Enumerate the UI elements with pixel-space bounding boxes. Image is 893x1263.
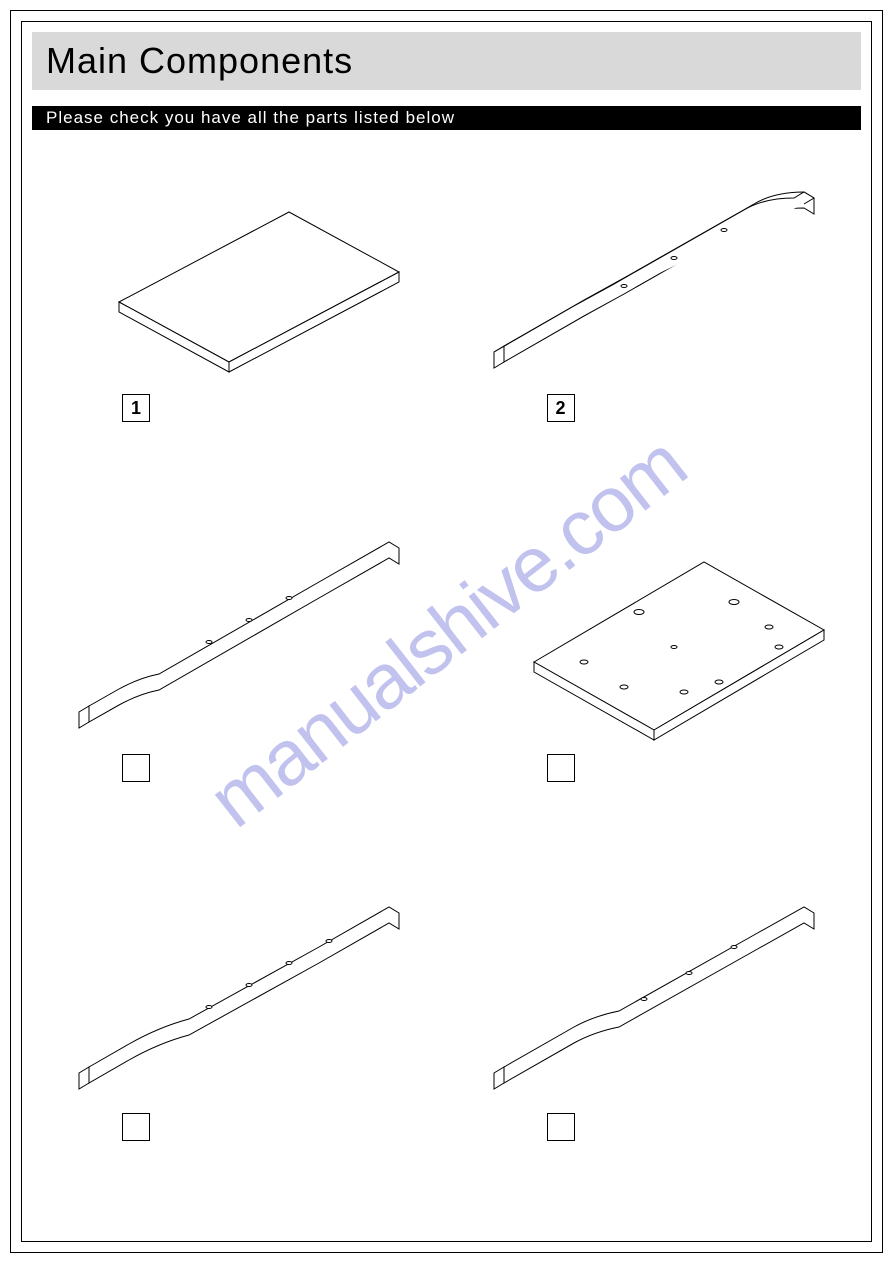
part-number-box-2: 2 <box>547 394 575 422</box>
part-number-2: 2 <box>555 398 565 419</box>
part-cell-5 <box>32 871 447 1231</box>
subtitle-banner: Please check you have all the parts list… <box>32 106 861 130</box>
part-number-box-4 <box>547 754 575 782</box>
part-drawing-1 <box>59 172 419 392</box>
part-drawing-2 <box>474 172 834 392</box>
part-drawing-5 <box>59 891 419 1111</box>
part-drawing-3 <box>59 532 419 752</box>
parts-grid: 1 <box>32 152 861 1231</box>
part-number-box-6 <box>547 1113 575 1141</box>
part-cell-3 <box>32 512 447 872</box>
part-cell-6 <box>447 871 862 1231</box>
part-number-1: 1 <box>131 398 141 419</box>
page: Main Components Please check you have al… <box>0 0 893 1263</box>
content-area: 1 <box>32 152 861 1231</box>
part-drawing-4 <box>474 532 834 752</box>
title-banner: Main Components <box>32 32 861 90</box>
inner-frame: Main Components Please check you have al… <box>21 21 872 1242</box>
part-cell-2: 2 <box>447 152 862 512</box>
part-number-box-3 <box>122 754 150 782</box>
subtitle-text: Please check you have all the parts list… <box>46 108 455 128</box>
title-text: Main Components <box>46 40 353 82</box>
outer-frame: Main Components Please check you have al… <box>10 10 883 1253</box>
part-cell-4 <box>447 512 862 872</box>
part-number-box-5 <box>122 1113 150 1141</box>
part-drawing-6 <box>474 891 834 1111</box>
part-cell-1: 1 <box>32 152 447 512</box>
part-number-box-1: 1 <box>122 394 150 422</box>
